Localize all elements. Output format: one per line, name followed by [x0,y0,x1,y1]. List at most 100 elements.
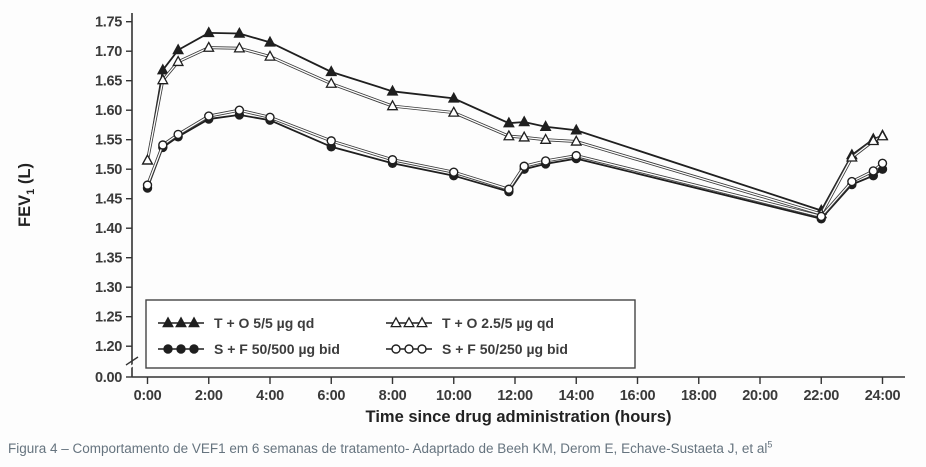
triangle-filled-marker [325,65,338,77]
y-tick-label-zero: 0.00 [95,370,122,386]
y-tick-label: 1.75 [95,15,122,31]
legend-label: S + F 50/500 µg bid [214,341,340,357]
circle-open-marker [142,180,153,190]
triangle-open-marker [390,316,402,328]
circle-filled-marker [163,344,173,354]
circle-filled-marker [176,344,186,354]
series-line-inner [146,47,883,215]
legend-label: T + O 5/5 µg qd [214,315,314,331]
circle-open-marker [404,344,414,354]
triangle-filled-marker [188,316,200,328]
caption-text: Figura 4 – Comportamento de VEF1 em 6 se… [8,441,768,456]
triangle-filled-marker [172,43,185,55]
triangle-filled-marker [386,84,399,96]
x-tick-label: 6:00 [317,388,345,404]
triangle-open-marker [518,130,531,142]
y-tick-label: 1.70 [95,44,122,60]
triangle-filled-marker [175,316,187,328]
triangle-open-marker [202,41,215,52]
triangle-filled-marker [233,26,246,38]
x-tick-label: 0:00 [134,388,162,404]
circle-open-marker [540,156,551,166]
circle-open-marker [391,344,401,354]
circle-open-marker [326,136,336,146]
x-tick-label: 18:00 [681,388,717,404]
series-triangle-open [141,41,889,219]
y-tick-label: 1.60 [95,103,122,119]
triangle-open-marker [876,129,889,141]
x-tick-label: 22:00 [803,388,839,404]
circle-open-marker [571,150,581,161]
legend-entry: S + F 50/250 µg bid [386,341,568,357]
y-ticks: 1.75 1.70 1.65 1.60 1.55 1.50 1.45 1.40 1.35 1.30… [95,15,132,386]
triangle-filled-marker [202,26,215,38]
circle-open-marker [234,105,245,115]
x-tick-label: 14:00 [558,388,594,404]
triangle-filled-marker [570,123,583,135]
legend-box [145,299,636,369]
triangle-open-marker [233,41,246,53]
legend-entry: T + O 5/5 µg qd [158,315,314,331]
series-line-outer [146,46,884,216]
x-ticks: 0:00 2:00 4:00 6:00 8:00 10:00 12:00 14:00 16:00… [134,377,901,404]
circle-open-marker [816,211,826,222]
circle-open-marker [265,112,275,122]
triangle-filled-marker [539,120,552,131]
circle-open-marker [504,184,514,194]
triangle-open-marker [264,49,276,61]
y-tick-label: 1.50 [95,162,122,178]
circle-open-marker [204,111,214,121]
legend-entry: S + F 50/500 µg bid [158,341,340,357]
circle-open-marker [877,158,888,169]
y-tick-label: 1.55 [95,133,122,149]
legend-entry: T + O 2.5/5 µg qd [386,315,554,331]
triangle-filled-marker [264,35,276,47]
fev1-line-chart: 1.75 1.70 1.65 1.60 1.55 1.50 1.45 1.40 1.35 1.30… [16,13,905,426]
x-tick-label: 2:00 [195,388,223,404]
x-tick-label: 4:00 [256,388,284,404]
x-tick-label: 10:00 [436,388,472,404]
legend-label: T + O 2.5/5 µg qd [442,315,554,331]
y-tick-label: 1.20 [95,339,122,355]
x-tick-label: 8:00 [379,388,407,404]
triangle-open-marker [386,99,399,111]
circle-open-marker [519,161,529,171]
triangle-filled-marker [162,316,174,328]
circle-open-marker [173,129,183,140]
triangle-open-marker [172,55,185,67]
y-axis-title: FEV1 (L) [16,163,37,227]
circle-open-marker [387,155,398,165]
triangle-open-marker [447,106,460,117]
legend-label: S + F 50/250 µg bid [442,341,568,357]
circle-open-marker [868,166,879,176]
y-tick-label: 1.45 [95,192,122,208]
y-axis-break [125,356,139,371]
series-triangle-filled [141,26,889,215]
circle-open-marker [847,176,857,187]
circle-filled-marker [189,344,199,354]
legend: T + O 5/5 µg qd S + F 50/500 µg bid T + O … [145,299,636,369]
x-axis-title: Time since drug administration (hours) [366,408,672,426]
triangle-open-marker [403,316,415,328]
triangle-open-marker [570,134,583,146]
series-circle-open [142,105,888,222]
y-tick-label: 1.40 [95,221,122,237]
triangle-open-marker [156,73,169,85]
y-tick-label: 1.30 [95,280,122,296]
triangle-open-marker [845,150,858,162]
figure-caption: Figura 4 – Comportamento de VEF1 em 6 se… [8,440,920,458]
x-tick-label: 20:00 [742,388,778,404]
x-tick-label: 16:00 [620,388,656,404]
circle-open-marker [158,140,168,150]
y-tick-label: 1.25 [95,310,122,326]
triangle-filled-marker [518,115,531,127]
triangle-filled-marker [502,116,515,128]
triangle-open-marker [416,316,428,328]
triangle-open-marker [502,129,515,141]
x-tick-label: 12:00 [497,388,533,404]
x-tick-label: 24:00 [865,388,901,404]
triangle-open-marker [325,77,338,88]
triangle-open-marker [141,153,154,165]
triangle-open-marker [867,134,880,146]
circle-open-marker [417,344,427,354]
